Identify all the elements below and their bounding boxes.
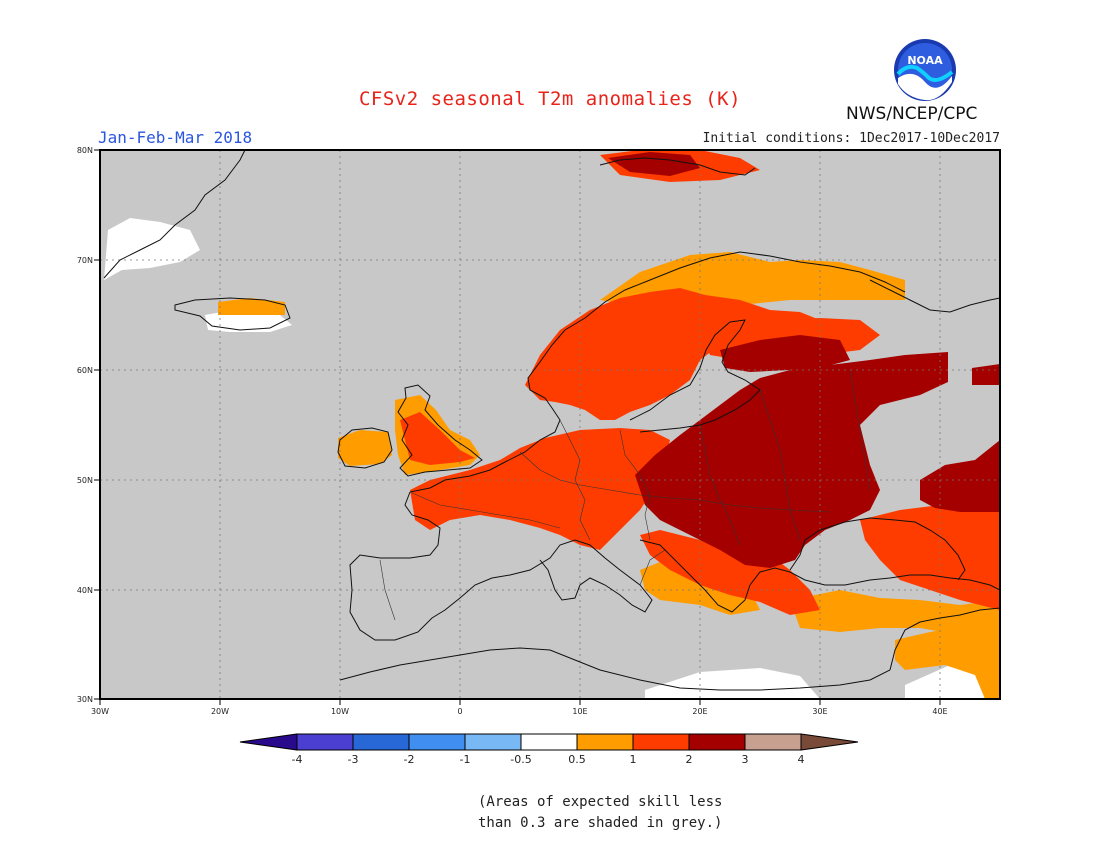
colorbar-label: -0.5 xyxy=(510,753,531,766)
forecast-period: Jan-Feb-Mar 2018 xyxy=(98,128,253,147)
colorbar-label: -2 xyxy=(404,753,415,766)
colorbar-label: -1 xyxy=(460,753,471,766)
colorbar-label: 1 xyxy=(630,753,637,766)
colorbar-label: 4 xyxy=(798,753,805,766)
colorbar-bin xyxy=(632,733,690,751)
red-zone-western-europe xyxy=(410,428,670,550)
map-frame xyxy=(99,149,1001,700)
orange-zone-turkey xyxy=(790,590,1000,640)
darkred-zone-karelia xyxy=(720,335,850,372)
colorbar-bin xyxy=(352,733,410,751)
lat-tick-label: 40N xyxy=(77,586,93,595)
red-zone-balkans xyxy=(640,530,820,615)
lon-tick-label: 10W xyxy=(331,707,349,716)
colorbar-label: -4 xyxy=(292,753,303,766)
colorbar-label: 3 xyxy=(742,753,749,766)
orange-zone-ireland xyxy=(338,430,392,466)
lat-tick-label: 70N xyxy=(77,256,93,265)
orange-zone-levant xyxy=(895,622,1000,699)
colorbar xyxy=(239,733,859,751)
colorbar-low-arrow xyxy=(239,733,298,751)
country-borders xyxy=(379,369,871,621)
agency-label: NWS/NCEP/CPC xyxy=(846,104,978,124)
lon-tick-label: 20W xyxy=(211,707,229,716)
orange-zone-iceland xyxy=(218,298,285,315)
lat-ticks xyxy=(94,149,100,700)
lon-tick-label: 40E xyxy=(932,707,947,716)
colorbar-bin xyxy=(464,733,522,751)
orange-zone-balkans xyxy=(640,560,760,615)
lat-tick-label: 30N xyxy=(77,695,93,704)
colorbar-label: 2 xyxy=(686,753,693,766)
red-zone-britain xyxy=(400,412,475,465)
red-zone-scandinavia xyxy=(525,288,830,420)
white-zone-greenland xyxy=(104,218,200,280)
lon-tick-label: 20E xyxy=(692,707,707,716)
lon-tick-label: 30E xyxy=(812,707,827,716)
colorbar-high-arrow xyxy=(800,733,859,751)
chart-title: CFSv2 seasonal T2m anomalies (K) xyxy=(358,88,742,110)
white-zone-north-africa xyxy=(645,668,820,699)
colorbar-label: -3 xyxy=(348,753,359,766)
colorbar-bin xyxy=(576,733,634,751)
red-zone-east xyxy=(860,500,1000,610)
colorbar-label: 0.5 xyxy=(568,753,586,766)
lat-tick-label: 60N xyxy=(77,366,93,375)
colorbar-bin xyxy=(520,733,578,751)
graticule xyxy=(100,150,1000,699)
lon-ticks xyxy=(99,699,941,705)
darkred-zone-eastern-europe xyxy=(635,352,948,568)
colorbar-bin xyxy=(688,733,746,751)
darkred-zone-arctic xyxy=(608,152,700,176)
footnote-line: (Areas of expected skill less xyxy=(478,794,723,810)
anomaly-shading xyxy=(104,150,1000,699)
lon-tick-label: 30W xyxy=(91,707,109,716)
logo-text: NOAA xyxy=(907,54,943,67)
lon-tick-label: 0 xyxy=(457,707,462,716)
footnote: (Areas of expected skill less than 0.3 a… xyxy=(478,792,722,834)
colorbar-bin xyxy=(408,733,466,751)
noaa-logo: NOAA xyxy=(894,39,956,101)
coastlines xyxy=(103,150,1000,691)
lat-tick-label: 80N xyxy=(77,146,93,155)
lat-tick-label: 50N xyxy=(77,476,93,485)
darkred-zone-northeast xyxy=(972,364,1000,385)
colorbar-bin xyxy=(296,733,354,751)
lon-tick-label: 10E xyxy=(572,707,587,716)
colorbar-bin xyxy=(744,733,802,751)
footnote-line: than 0.3 are shaded in grey.) xyxy=(478,815,723,831)
initial-conditions: Initial conditions: 1Dec2017-10Dec2017 xyxy=(702,131,1000,146)
